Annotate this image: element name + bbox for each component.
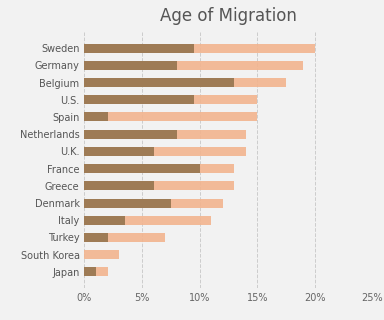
Bar [84,268,96,276]
Bar [84,216,211,225]
Bar [84,113,257,122]
Bar [84,130,246,139]
Bar [84,130,177,139]
Bar [84,61,303,70]
Bar [84,78,234,87]
Bar [84,95,194,104]
Bar [84,95,257,104]
Bar [84,233,165,242]
Bar [84,181,234,190]
Bar [84,268,108,276]
Bar [84,164,200,173]
Bar [84,147,154,156]
Bar [84,44,194,52]
Bar [84,181,154,190]
Bar [84,147,246,156]
Bar [84,78,286,87]
Bar [84,44,315,52]
Bar [84,61,177,70]
Bar [84,250,119,259]
Title: Age of Migration: Age of Migration [160,7,297,25]
Bar [84,198,171,207]
Bar [84,164,234,173]
Bar [84,233,108,242]
Bar [84,216,125,225]
Bar [84,198,223,207]
Bar [84,113,108,122]
